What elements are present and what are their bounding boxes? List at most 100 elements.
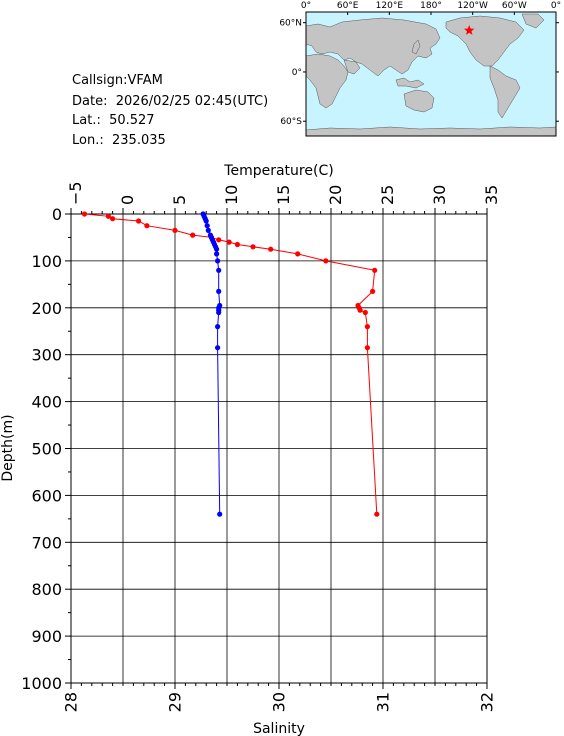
land-greenland xyxy=(521,13,545,29)
salinity-point xyxy=(216,288,222,294)
station-marker-icon xyxy=(464,25,475,35)
land-japan xyxy=(411,39,421,55)
date-label: Date: xyxy=(72,94,108,109)
temperature-tick-label: 30 xyxy=(430,185,449,205)
plot-series xyxy=(81,211,380,517)
temperature-point xyxy=(105,213,111,219)
temperature-tick-label: 20 xyxy=(326,185,345,205)
temperature-point xyxy=(268,246,274,252)
plot-grid xyxy=(70,213,488,684)
map-lon-tick-label: 180° xyxy=(420,1,442,11)
lat-value: 50.527 xyxy=(109,113,155,128)
depth-tick-label: 800 xyxy=(31,580,62,599)
temperature-point xyxy=(372,267,378,273)
depth-tick-label: 900 xyxy=(31,627,62,646)
depth-tick-label: 400 xyxy=(31,393,62,412)
plot-frame xyxy=(70,213,488,684)
lon-value: 235.035 xyxy=(112,133,166,148)
salinity-point xyxy=(204,223,210,229)
salinity-point xyxy=(214,246,220,252)
temperature-point xyxy=(357,307,363,313)
temperature-point xyxy=(364,324,370,330)
temperature-point xyxy=(250,244,256,250)
map-lon-tick-label: 120°E xyxy=(376,1,404,11)
lon-label: Lon.: xyxy=(72,133,104,148)
callsign-label: Callsign: xyxy=(72,73,128,88)
lon-line: Lon.: 235.035 xyxy=(72,134,166,147)
temperature-point xyxy=(110,216,116,222)
land-africa xyxy=(305,53,349,109)
temperature-tick-label: 25 xyxy=(378,185,397,205)
lat-line: Lat.: 50.527 xyxy=(72,114,155,127)
temperature-tick-label: −5 xyxy=(66,181,85,205)
world-map: 0° 60°E 120°E 180° 120°W 60°W 0° 60°N 0° 60°S xyxy=(279,1,561,137)
map-lon-tick-label: 0° xyxy=(301,1,311,11)
map-lon-ticks: 0° 60°E 120°E 180° 120°W 60°W 0° xyxy=(301,1,561,15)
temperature-tick-label: 0 xyxy=(118,195,137,205)
land-arabia xyxy=(343,59,361,75)
salinity-point xyxy=(216,309,222,316)
temperature-point xyxy=(190,232,196,238)
land-indonesia xyxy=(395,77,425,89)
salinity-tick-labels: 28 29 30 31 32 xyxy=(62,692,497,712)
salinity-point xyxy=(215,258,221,264)
salinity-tick-label: 30 xyxy=(270,692,289,712)
temperature-point xyxy=(144,223,150,229)
temperature-point xyxy=(370,288,376,294)
temperature-tick-labels: −5 0 5 10 15 20 25 30 35 xyxy=(66,181,501,205)
depth-tick-label: 0 xyxy=(52,205,62,224)
land-australia xyxy=(403,89,435,113)
map-lat-ticks: 60°N 0° 60°S xyxy=(279,19,559,127)
land-south-america xyxy=(489,65,521,119)
depth-tick-label: 100 xyxy=(31,252,62,271)
depth-axis-title: Depth(m) xyxy=(0,414,16,481)
temperature-point xyxy=(234,241,240,248)
depth-tick-label: 300 xyxy=(31,346,62,365)
salinity-tick-label: 31 xyxy=(374,692,393,712)
temperature-tick-label: 15 xyxy=(274,185,293,205)
land-eurasia xyxy=(305,17,441,77)
depth-tick-label: 600 xyxy=(31,486,62,505)
depth-tick-labels: 0 100 200 300 400 500 600 700 800 900 1000 xyxy=(21,205,62,693)
salinity-point xyxy=(217,511,223,517)
temperature-line xyxy=(84,213,378,515)
temperature-point xyxy=(323,258,329,264)
depth-tick-label: 200 xyxy=(31,299,62,318)
land-north-america xyxy=(445,15,525,67)
temperature-point xyxy=(226,239,232,245)
temperature-tick-label: 10 xyxy=(222,185,241,205)
map-lat-tick-label: 60°N xyxy=(279,19,302,29)
map-lat-tick-label: 0° xyxy=(292,68,302,78)
salinity-tick-label: 32 xyxy=(478,692,497,712)
salinity-point xyxy=(214,251,220,257)
temperature-point xyxy=(374,511,380,517)
map-lon-tick-label: 60°W xyxy=(502,1,527,11)
lat-label: Lat.: xyxy=(72,113,101,128)
salinity-tick-label: 29 xyxy=(166,692,185,712)
temperature-point xyxy=(295,251,301,257)
temperature-point xyxy=(136,218,142,224)
salinity-point xyxy=(205,227,211,233)
map-lon-tick-label: 0° xyxy=(551,1,561,11)
salinity-point xyxy=(215,324,221,330)
temperature-axis-title: Temperature(C) xyxy=(223,163,333,179)
depth-tick-label: 1000 xyxy=(21,674,62,693)
temperature-point xyxy=(362,309,368,316)
map-lon-tick-label: 120°W xyxy=(457,1,488,11)
salinity-axis-title: Salinity xyxy=(253,721,305,736)
depth-tick-label: 500 xyxy=(31,440,62,459)
date-line: Date: 2026/02/25 02:45(UTC) xyxy=(72,95,268,108)
salinity-point xyxy=(216,267,222,273)
date-value: 2026/02/25 02:45(UTC) xyxy=(115,94,269,109)
map-lon-tick-label: 60°E xyxy=(337,1,359,11)
profile-plot: −5 0 5 10 15 20 25 30 35 28 29 30 31 32 010020030040… xyxy=(0,163,501,736)
salinity-point xyxy=(215,345,221,351)
temperature-point xyxy=(81,211,88,217)
map-lat-tick-label: 60°S xyxy=(280,117,302,127)
callsign-value: VFAM xyxy=(127,73,163,88)
temperature-tick-label: 35 xyxy=(482,185,501,205)
depth-tick-label: 700 xyxy=(31,533,62,552)
salinity-tick-label: 28 xyxy=(62,692,81,712)
temperature-tick-label: 5 xyxy=(170,195,189,205)
